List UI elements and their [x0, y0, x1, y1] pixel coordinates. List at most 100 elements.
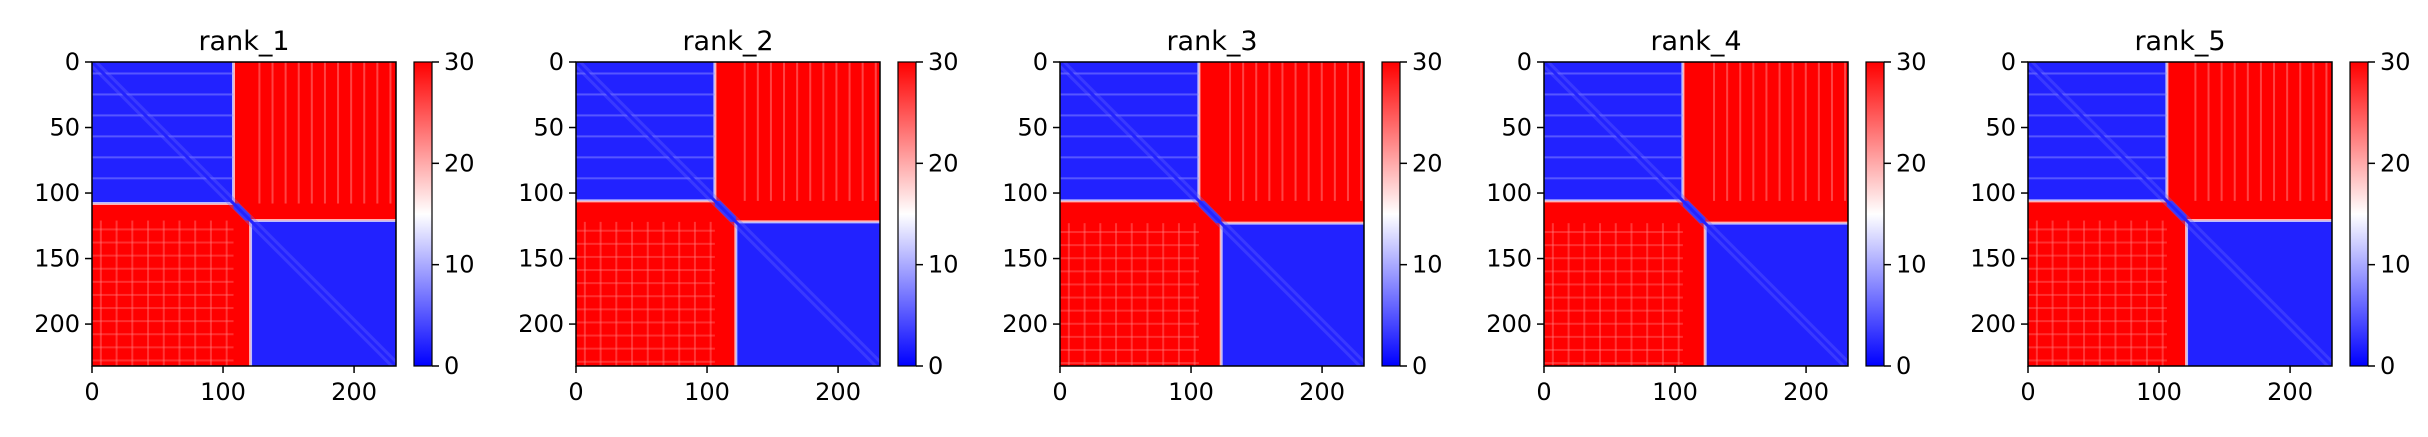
heatmap-texture	[1060, 177, 1199, 180]
heatmap-texture	[92, 241, 234, 244]
heatmap-texture	[576, 242, 715, 245]
colorbar-tick-label: 10	[928, 251, 959, 279]
heatmap-texture	[1060, 348, 1199, 351]
heatmap-texture	[1752, 62, 1755, 201]
heatmap-texture	[2130, 220, 2133, 366]
heatmap-texture	[662, 221, 665, 366]
heatmap-texture	[350, 62, 353, 204]
heatmap-texture	[1544, 335, 1683, 338]
heatmap-texture	[1099, 223, 1102, 366]
heatmap-texture	[783, 62, 786, 201]
y-tick-label: 100	[1970, 179, 2016, 207]
heatmap-texture	[2028, 307, 2167, 310]
heatmap-texture	[1778, 62, 1781, 201]
heatmap-cells	[576, 62, 880, 366]
heatmap-texture	[1060, 309, 1199, 312]
heatmap-texture	[271, 62, 274, 204]
heatmap-texture	[2028, 72, 2167, 75]
y-tick-label: 50	[49, 114, 80, 142]
y-tick-label: 50	[1985, 114, 2016, 142]
heatmap-texture	[1544, 270, 1683, 273]
heatmap-texture	[92, 93, 234, 96]
heatmap-texture	[1177, 223, 1180, 366]
heatmap-texture	[743, 62, 746, 201]
heatmap-texture	[1544, 156, 1683, 159]
heatmap-texture	[1544, 93, 1683, 96]
heatmap-texture	[1060, 93, 1199, 96]
heatmap-texture	[310, 62, 313, 204]
heatmap-texture	[1130, 223, 1133, 366]
heatmap-texture	[2028, 333, 2167, 336]
colorbar-tick-label: 20	[1412, 149, 1443, 177]
colorbar-tick-label: 0	[928, 352, 943, 380]
heatmap-texture	[599, 221, 602, 366]
colorbar-tick-label: 20	[928, 149, 959, 177]
heatmap-texture	[2067, 220, 2070, 366]
heatmap-texture	[1599, 223, 1602, 366]
heatmap-panel: rank_1 0 100 200 0 50 100 150 200 0 10 20 30	[34, 26, 474, 406]
x-tick-label: 200	[815, 378, 861, 406]
colorbar-tick-label: 20	[1896, 149, 1927, 177]
y-tick-label: 200	[1486, 310, 1532, 338]
heatmap-texture	[194, 220, 197, 366]
x-tick-label: 0	[2020, 378, 2035, 406]
y-tick-label: 100	[34, 179, 80, 207]
heatmap-cells	[1544, 62, 1848, 366]
colorbar-tick-label: 30	[2380, 48, 2411, 76]
x-tick-label: 200	[2267, 378, 2313, 406]
colorbar-frame	[1865, 61, 1885, 367]
heatmap-texture	[92, 228, 234, 231]
x-tick-label: 100	[1168, 378, 1214, 406]
y-tick-label: 50	[533, 114, 564, 142]
heatmap-texture	[2028, 346, 2167, 349]
heatmap-texture	[822, 62, 825, 201]
heatmap-texture	[1551, 223, 1554, 366]
heatmap-texture	[1060, 322, 1199, 325]
heatmap-texture	[99, 220, 102, 366]
heatmap-texture	[2259, 62, 2262, 201]
heatmap-texture	[615, 221, 618, 366]
heatmap-texture	[1060, 135, 1199, 138]
heatmap-texture	[1677, 223, 1680, 366]
heatmap-texture	[646, 221, 649, 366]
heatmap-texture	[2145, 220, 2148, 366]
heatmap-texture	[2161, 220, 2164, 366]
heatmap-texture	[1544, 177, 1683, 180]
heatmap-texture	[1193, 223, 1196, 366]
heatmap-texture	[809, 62, 812, 201]
x-tick-label: 100	[200, 378, 246, 406]
heatmap-texture	[583, 221, 586, 366]
heatmap-texture	[1333, 62, 1336, 201]
colorbar-tick-label: 10	[444, 251, 475, 279]
heatmap-texture	[2286, 62, 2289, 201]
heatmap-texture	[92, 307, 234, 310]
colorbar-tick-label: 10	[1412, 251, 1443, 279]
heatmap-texture	[1060, 156, 1199, 159]
heatmap-texture	[1268, 62, 1271, 201]
heatmap-texture	[1083, 223, 1086, 366]
heatmap-texture	[92, 177, 234, 180]
heatmap-texture	[92, 114, 234, 117]
heatmap-texture	[1739, 62, 1742, 201]
y-tick-label: 0	[1517, 48, 1532, 76]
y-tick-label: 0	[1033, 48, 1048, 76]
heatmap-texture	[678, 221, 681, 366]
heatmap-texture	[2083, 220, 2086, 366]
y-tick-label: 0	[549, 48, 564, 76]
colorbar	[898, 62, 916, 366]
heatmap-texture	[2028, 241, 2167, 244]
heatmap-texture	[115, 220, 118, 366]
heatmap-texture	[576, 255, 715, 258]
heatmap-texture	[92, 135, 234, 138]
heatmap-texture	[861, 62, 864, 201]
heatmap-texture	[2028, 359, 2167, 362]
heatmap-diagonal	[1060, 62, 1364, 366]
heatmap-texture	[769, 62, 772, 201]
heatmap-texture	[131, 220, 134, 366]
heatmap-diagonal	[576, 62, 880, 366]
heatmap-texture	[693, 221, 696, 366]
heatmap-texture	[1726, 62, 1729, 201]
heatmap-texture	[1242, 62, 1245, 201]
heatmap-texture	[2246, 62, 2249, 201]
heatmap-texture	[576, 177, 715, 180]
